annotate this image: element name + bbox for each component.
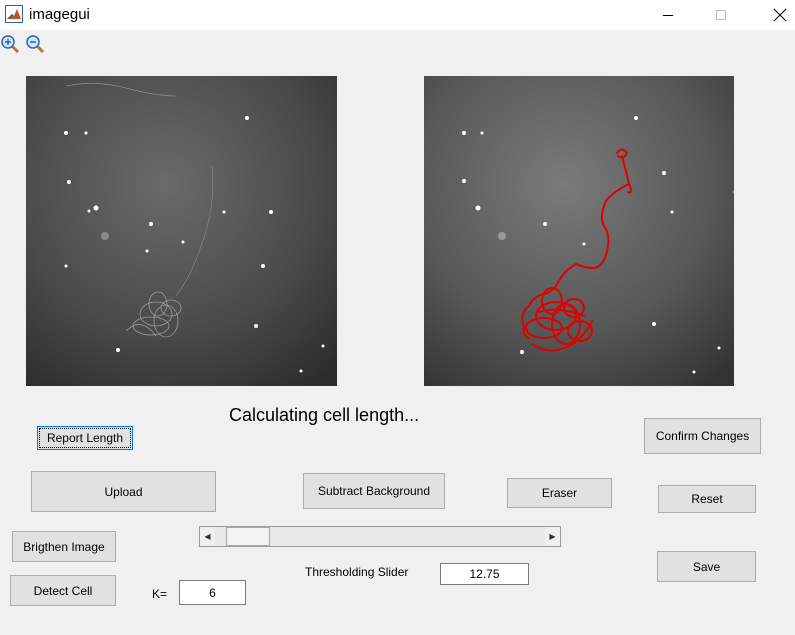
upload-button[interactable]: Upload	[31, 471, 216, 512]
slider-thumb[interactable]	[226, 527, 271, 546]
minimize-icon	[663, 15, 673, 16]
original-micrograph	[26, 76, 337, 386]
zoom-out-icon	[26, 35, 45, 54]
slider-left-arrow-icon[interactable]: ◀	[200, 527, 215, 546]
matlab-logo-icon	[5, 5, 23, 23]
reset-button[interactable]: Reset	[658, 485, 756, 513]
threshold-slider[interactable]: ◀ ▶	[199, 526, 561, 547]
k-value-field[interactable]: 6	[179, 580, 246, 605]
processed-image-axes[interactable]	[424, 76, 734, 386]
save-button[interactable]: Save	[657, 551, 756, 582]
slider-right-arrow-icon[interactable]: ▶	[545, 527, 560, 546]
brighten-image-button[interactable]: Brigthen Image	[12, 531, 116, 562]
cell-trace	[521, 148, 633, 352]
original-image-axes[interactable]	[26, 76, 337, 386]
report-length-button[interactable]: Report Length	[37, 426, 133, 450]
k-label: K=	[152, 587, 168, 601]
maximize-icon	[716, 10, 726, 20]
zoom-in-icon	[1, 35, 20, 54]
title-bar: imagegui	[0, 0, 795, 30]
window-title: imagegui	[29, 6, 90, 23]
zoom-in-button[interactable]	[0, 34, 22, 56]
close-button[interactable]	[757, 0, 795, 30]
threshold-value-field[interactable]: 12.75	[440, 563, 529, 585]
detect-cell-button[interactable]: Detect Cell	[10, 575, 116, 606]
confirm-changes-button[interactable]: Confirm Changes	[644, 418, 761, 454]
subtract-background-button[interactable]: Subtract Background	[303, 473, 445, 509]
threshold-slider-label: Thresholding Slider	[305, 565, 409, 579]
status-message: Calculating cell length...	[229, 405, 420, 425]
toolbar	[0, 30, 795, 61]
maximize-button[interactable]	[698, 0, 744, 30]
processed-micrograph	[424, 76, 734, 386]
zoom-out-button[interactable]	[25, 34, 47, 56]
minimize-button[interactable]	[645, 0, 691, 30]
eraser-button[interactable]: Eraser	[507, 478, 612, 508]
close-icon	[773, 8, 787, 22]
